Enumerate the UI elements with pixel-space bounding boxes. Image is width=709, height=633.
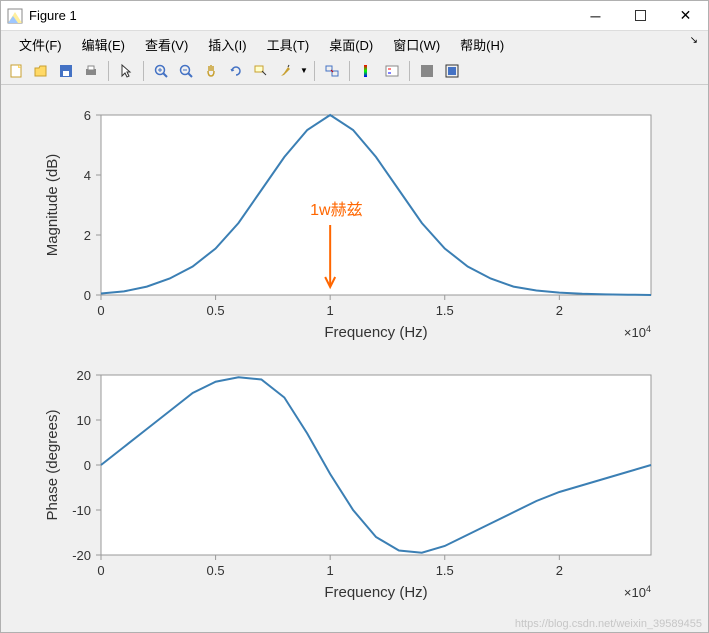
menu-desktop[interactable]: 桌面(D) (319, 35, 383, 54)
svg-text:2: 2 (84, 228, 91, 243)
menu-window[interactable]: 窗口(W) (383, 35, 450, 54)
undock-button[interactable] (441, 60, 463, 82)
colorbar-button[interactable] (356, 60, 378, 82)
link-button[interactable] (321, 60, 343, 82)
title-bar: Figure 1 ─ ✕ (1, 1, 708, 31)
svg-text:0.5: 0.5 (207, 303, 225, 318)
svg-text:2: 2 (556, 563, 563, 578)
svg-text:×104: ×104 (624, 584, 651, 600)
save-button[interactable] (55, 60, 77, 82)
pan-button[interactable] (200, 60, 222, 82)
minimize-button[interactable]: ─ (573, 1, 618, 30)
svg-text:0: 0 (97, 563, 104, 578)
svg-text:4: 4 (84, 168, 91, 183)
charts-svg: 00.511.520246Frequency (Hz)Magnitude (dB… (1, 85, 709, 630)
print-button[interactable] (80, 60, 102, 82)
menu-edit[interactable]: 编辑(E) (72, 35, 135, 54)
menu-help[interactable]: 帮助(H) (450, 35, 514, 54)
new-button[interactable] (5, 60, 27, 82)
data-cursor-button[interactable] (250, 60, 272, 82)
svg-text:Phase (degrees): Phase (degrees) (44, 410, 61, 521)
menu-tools[interactable]: 工具(T) (257, 35, 320, 54)
svg-text:0: 0 (84, 288, 91, 303)
svg-text:Magnitude (dB): Magnitude (dB) (44, 154, 61, 257)
dropdown-icon[interactable]: ▼ (300, 66, 308, 75)
pointer-button[interactable] (115, 60, 137, 82)
svg-text:1: 1 (327, 563, 334, 578)
dock-button[interactable] (416, 60, 438, 82)
toolbar: ▼ (1, 57, 708, 85)
svg-text:1: 1 (327, 303, 334, 318)
plot-area: 00.511.520246Frequency (Hz)Magnitude (dB… (1, 85, 708, 632)
svg-text:6: 6 (84, 108, 91, 123)
svg-text:×104: ×104 (624, 324, 651, 340)
window-buttons: ─ ✕ (573, 1, 708, 30)
watermark: https://blog.csdn.net/weixin_39589455 (515, 618, 702, 630)
figure-window: Figure 1 ─ ✕ 文件(F) 编辑(E) 查看(V) 插入(I) 工具(… (0, 0, 709, 633)
brush-button[interactable] (275, 60, 297, 82)
open-button[interactable] (30, 60, 52, 82)
svg-text:0: 0 (97, 303, 104, 318)
zoom-in-button[interactable] (150, 60, 172, 82)
menu-view[interactable]: 查看(V) (135, 35, 198, 54)
svg-text:-10: -10 (72, 503, 91, 518)
svg-text:0: 0 (84, 458, 91, 473)
svg-text:0.5: 0.5 (207, 563, 225, 578)
svg-text:1w赫兹: 1w赫兹 (310, 201, 362, 219)
svg-text:20: 20 (77, 368, 91, 383)
menu-file[interactable]: 文件(F) (9, 35, 72, 54)
app-icon (7, 8, 23, 24)
svg-text:Frequency (Hz): Frequency (Hz) (324, 324, 427, 341)
legend-button[interactable] (381, 60, 403, 82)
menu-overflow-icon[interactable]: ↘ (690, 35, 698, 46)
svg-text:1.5: 1.5 (436, 303, 454, 318)
svg-text:Frequency (Hz): Frequency (Hz) (324, 584, 427, 601)
menu-insert[interactable]: 插入(I) (198, 35, 256, 54)
zoom-out-button[interactable] (175, 60, 197, 82)
svg-text:-20: -20 (72, 548, 91, 563)
rotate-button[interactable] (225, 60, 247, 82)
svg-text:1.5: 1.5 (436, 563, 454, 578)
svg-text:10: 10 (77, 413, 91, 428)
maximize-button[interactable] (618, 1, 663, 30)
window-title: Figure 1 (29, 8, 573, 23)
svg-text:2: 2 (556, 303, 563, 318)
menu-bar: 文件(F) 编辑(E) 查看(V) 插入(I) 工具(T) 桌面(D) 窗口(W… (1, 31, 708, 57)
close-button[interactable]: ✕ (663, 1, 708, 30)
